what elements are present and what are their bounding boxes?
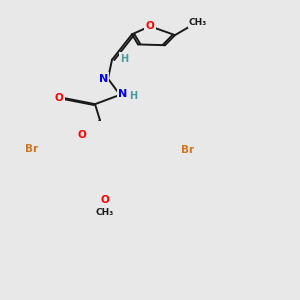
Text: O: O	[55, 93, 63, 103]
Text: O: O	[146, 21, 154, 31]
Text: N: N	[118, 88, 127, 99]
Text: H: H	[129, 91, 138, 101]
Text: CH₃: CH₃	[96, 208, 114, 217]
Text: CH₃: CH₃	[189, 18, 207, 27]
Text: N: N	[99, 74, 108, 84]
Text: Br: Br	[182, 145, 195, 155]
Text: H: H	[120, 53, 128, 64]
Text: Br: Br	[26, 144, 39, 154]
Text: O: O	[100, 195, 109, 205]
Text: O: O	[78, 130, 86, 140]
